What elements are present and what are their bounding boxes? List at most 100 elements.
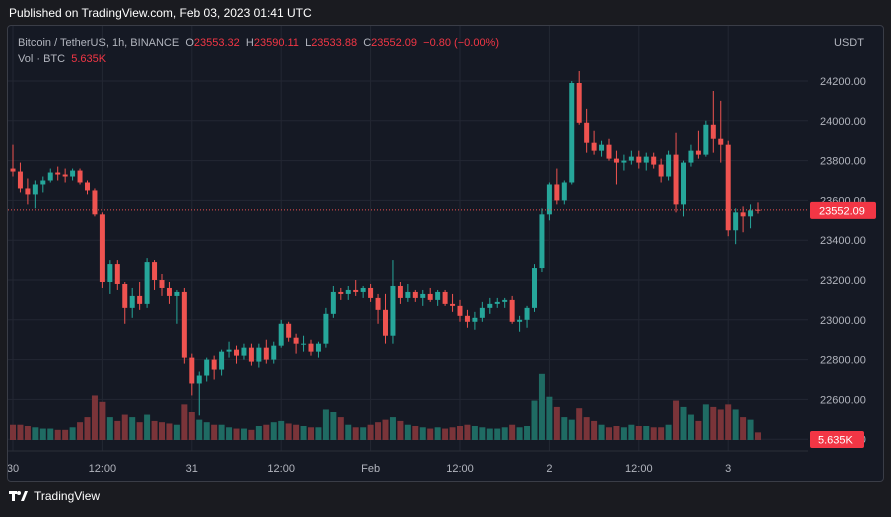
volume-bar xyxy=(673,400,680,440)
candle-body xyxy=(315,343,321,352)
volume-bar xyxy=(226,427,233,440)
volume-bar xyxy=(449,427,456,440)
candle xyxy=(591,130,597,155)
price-tick-label: 22600.00 xyxy=(820,394,866,406)
candle xyxy=(554,168,560,205)
candle xyxy=(278,319,284,348)
candle xyxy=(166,281,172,304)
time-tick-label: 12:00 xyxy=(446,463,474,475)
candle xyxy=(308,339,314,356)
candle xyxy=(345,285,351,300)
low-label: L xyxy=(305,37,312,49)
candle-body xyxy=(166,287,172,296)
candle xyxy=(315,341,321,358)
candle xyxy=(62,168,68,183)
candle xyxy=(681,160,686,217)
high-value: 23590.11 xyxy=(253,37,299,49)
candle xyxy=(144,258,150,308)
candle-body xyxy=(85,182,90,191)
candle xyxy=(114,260,120,290)
volume-bar xyxy=(248,429,255,440)
candle-body xyxy=(159,280,165,288)
candle-body xyxy=(643,156,649,163)
candle xyxy=(256,343,262,368)
candle xyxy=(32,180,38,209)
candle xyxy=(688,144,694,167)
candle xyxy=(658,158,664,183)
candle-body xyxy=(591,142,597,151)
candle xyxy=(718,100,724,163)
chart-panel[interactable]: 24200.00 24000.00 23800.00 23600.00 23400.00… xyxy=(7,25,884,482)
candle-body xyxy=(368,287,374,298)
candle xyxy=(599,140,605,157)
candle-body xyxy=(286,323,292,338)
candle xyxy=(524,305,530,328)
volume-bar xyxy=(375,422,382,440)
candle xyxy=(159,274,165,296)
volume-bar xyxy=(680,406,687,440)
candle-body xyxy=(748,210,754,217)
volume-bar xyxy=(10,424,16,440)
volume-bar xyxy=(99,401,106,440)
footer-brand-text: TradingView xyxy=(34,489,101,503)
volume-bar xyxy=(643,426,650,440)
candle xyxy=(621,154,627,171)
candle-body xyxy=(397,285,403,298)
candle xyxy=(219,349,225,376)
time-tick-label: 31 xyxy=(186,463,198,475)
last-price-label: 23552.09 xyxy=(819,205,865,217)
volume-bar xyxy=(546,396,553,440)
volume-bar xyxy=(69,427,76,440)
candle-body xyxy=(472,317,478,322)
candle xyxy=(174,289,180,324)
candle-body xyxy=(427,293,433,300)
volume-bar xyxy=(479,427,486,440)
candle xyxy=(450,293,456,312)
candle-body xyxy=(137,295,143,304)
candle xyxy=(390,260,396,344)
footer-brand[interactable]: TradingView xyxy=(9,489,100,503)
candle-body xyxy=(569,82,575,183)
candle xyxy=(435,289,441,306)
price-chart[interactable]: 24200.0024000.0023800.0023600.0023400.00… xyxy=(8,26,883,481)
candle xyxy=(420,289,426,306)
volume-bar xyxy=(136,422,143,440)
volume-bar xyxy=(367,424,374,440)
volume-bar xyxy=(576,408,583,440)
volume-bar xyxy=(188,412,195,440)
volume-bar xyxy=(84,417,91,440)
candle-body xyxy=(681,162,686,205)
volume-bar xyxy=(747,419,754,440)
candle-body xyxy=(129,295,135,308)
volume-bar xyxy=(516,427,523,440)
candle-body xyxy=(70,170,76,177)
volume-label[interactable]: Vol · BTC xyxy=(18,53,66,65)
candle xyxy=(569,81,575,185)
volume-bar xyxy=(538,373,545,440)
chart-legend: Bitcoin / TetherUS, 1h, BINANCE O23553.3… xyxy=(18,35,499,67)
volume-bar xyxy=(695,420,702,440)
volume-bar xyxy=(710,406,717,440)
volume-bar xyxy=(300,426,307,440)
symbol-title[interactable]: Bitcoin / TetherUS, 1h, BINANCE xyxy=(18,37,180,49)
candle-body xyxy=(323,313,329,344)
volume-bar xyxy=(725,404,732,440)
candle xyxy=(360,285,366,298)
volume-bar xyxy=(524,426,531,440)
volume-bar xyxy=(32,427,39,440)
candle-body xyxy=(628,156,634,161)
candle-body xyxy=(219,351,225,370)
candle-body xyxy=(189,357,195,384)
volume-bar xyxy=(620,427,627,440)
candle-body xyxy=(658,164,664,177)
candle xyxy=(211,355,217,380)
candle xyxy=(226,341,232,358)
volume-bar xyxy=(91,395,98,440)
candles xyxy=(10,71,761,416)
volume-bar xyxy=(583,417,590,440)
candle xyxy=(606,138,612,161)
volume-bar xyxy=(330,412,337,440)
volume-bar xyxy=(509,424,516,440)
tradingview-logo-icon xyxy=(9,491,28,501)
volume-bar xyxy=(732,409,739,440)
